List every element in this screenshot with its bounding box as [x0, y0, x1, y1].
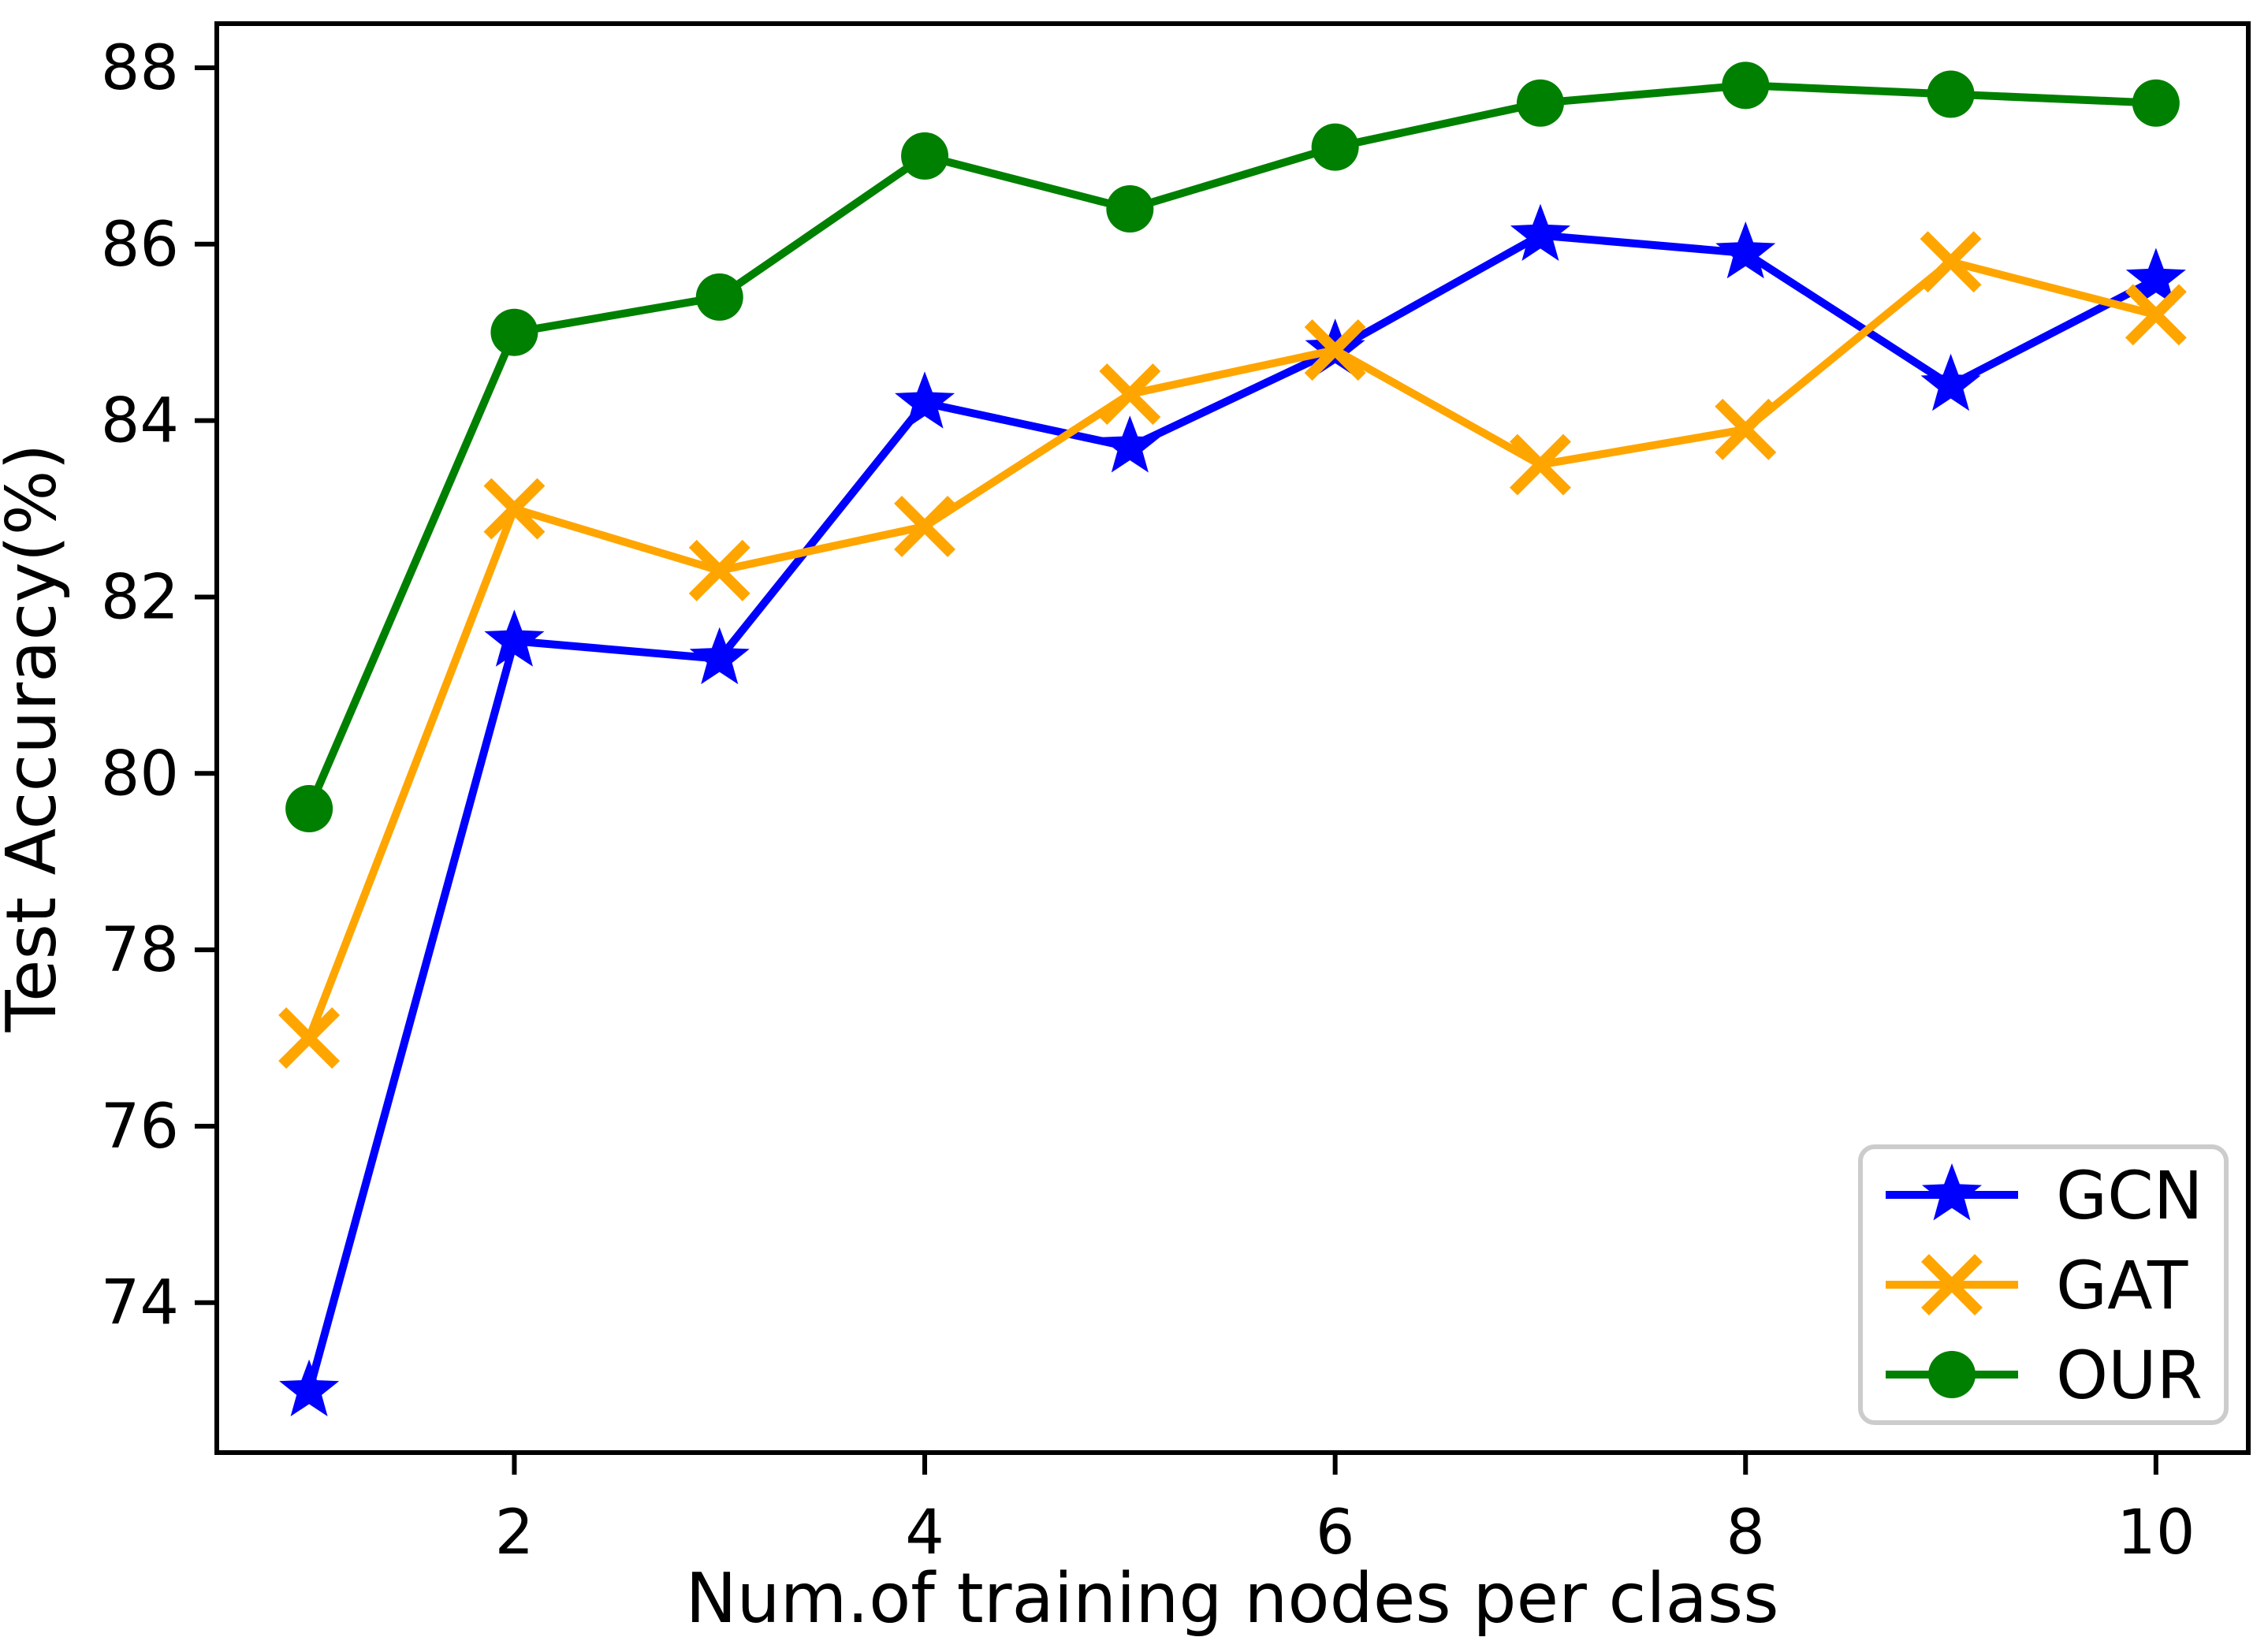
series-line-gcn [305, 231, 2158, 1393]
x-axis-title: Num.of training nodes per class [685, 1558, 1778, 1639]
series-gat-marker-x [1099, 363, 1161, 425]
series-our-marker-circle [1722, 61, 1770, 110]
series-our-marker-circle [1516, 79, 1564, 127]
series-gat-marker-x [688, 539, 750, 601]
series-gcn-marker-star [2125, 247, 2186, 305]
series-gcn-marker-star [1510, 203, 1570, 261]
series-gat [278, 231, 2187, 1069]
legend-gat-marker-x [1921, 1254, 1983, 1315]
y-tick-label: 82 [101, 562, 179, 633]
series-lines [278, 61, 2187, 1416]
axes: 74 76 78 80 82 84 86 88 2 4 6 8 10 [101, 21, 2251, 1568]
series-gcn-marker-star [895, 371, 955, 429]
x-tick-label: 10 [2117, 1498, 2195, 1568]
series-gat-marker-x [1920, 231, 1982, 293]
legend-entry-gat: GAT [1886, 1247, 2188, 1324]
series-gcn-marker-star [279, 1359, 340, 1416]
legend-entry-gcn: GCN [1886, 1157, 2203, 1234]
plot-border [214, 21, 2251, 1455]
series-gat-marker-x [483, 478, 546, 540]
legend-label-our: OUR [2056, 1337, 2203, 1414]
series-our-marker-circle [490, 308, 538, 356]
x-tick-label: 8 [1726, 1498, 1765, 1568]
series-our-marker-circle [285, 785, 333, 833]
y-tick-label: 80 [101, 739, 179, 809]
series-our-marker-circle [1106, 185, 1154, 233]
y-tick-label: 84 [101, 386, 179, 457]
series-our-marker-circle [901, 132, 949, 180]
series-line-our [305, 81, 2157, 810]
x-tick-label: 2 [495, 1498, 534, 1568]
series-gcn [279, 203, 2186, 1416]
series-our-marker-circle [1311, 123, 1359, 171]
legend: GCN GAT OUR [1858, 1144, 2229, 1425]
y-axis-title: Test Accuracy(%) [0, 444, 72, 1033]
series-our-marker-circle [2132, 79, 2180, 127]
x-tick-label: 4 [905, 1498, 944, 1568]
y-tick-label: 86 [101, 210, 179, 281]
series-gcn-marker-star [1920, 353, 1981, 411]
y-tick-label: 88 [101, 33, 179, 104]
series-line-gat [305, 258, 2158, 1040]
series-gat-marker-x [894, 495, 955, 557]
series-gat-marker-x [1715, 398, 1777, 460]
series-our-marker-circle [1927, 70, 1975, 118]
series-gcn-marker-star [1100, 415, 1160, 473]
series-gat-marker-x [278, 1007, 341, 1069]
series-gat-marker-x [1304, 319, 1366, 381]
legend-our-marker-circle [1928, 1351, 1976, 1398]
series-gat-marker-x [2125, 284, 2187, 346]
series-our [285, 61, 2180, 833]
y-tick-label: 76 [101, 1092, 179, 1163]
series-gcn-marker-star [484, 609, 545, 667]
legend-gcn-marker-star [1922, 1163, 1982, 1221]
y-tick-label: 74 [101, 1268, 179, 1339]
legend-entry-our: OUR [1886, 1337, 2203, 1414]
series-gat-marker-x [1510, 433, 1571, 496]
series-gcn-marker-star [689, 627, 750, 685]
series-gcn-marker-star [1715, 221, 1776, 279]
legend-label-gcn: GCN [2056, 1157, 2203, 1234]
y-tick-label: 78 [101, 915, 179, 986]
x-tick-label: 6 [1316, 1498, 1355, 1568]
legend-label-gat: GAT [2056, 1247, 2188, 1324]
series-our-marker-circle [695, 273, 743, 321]
